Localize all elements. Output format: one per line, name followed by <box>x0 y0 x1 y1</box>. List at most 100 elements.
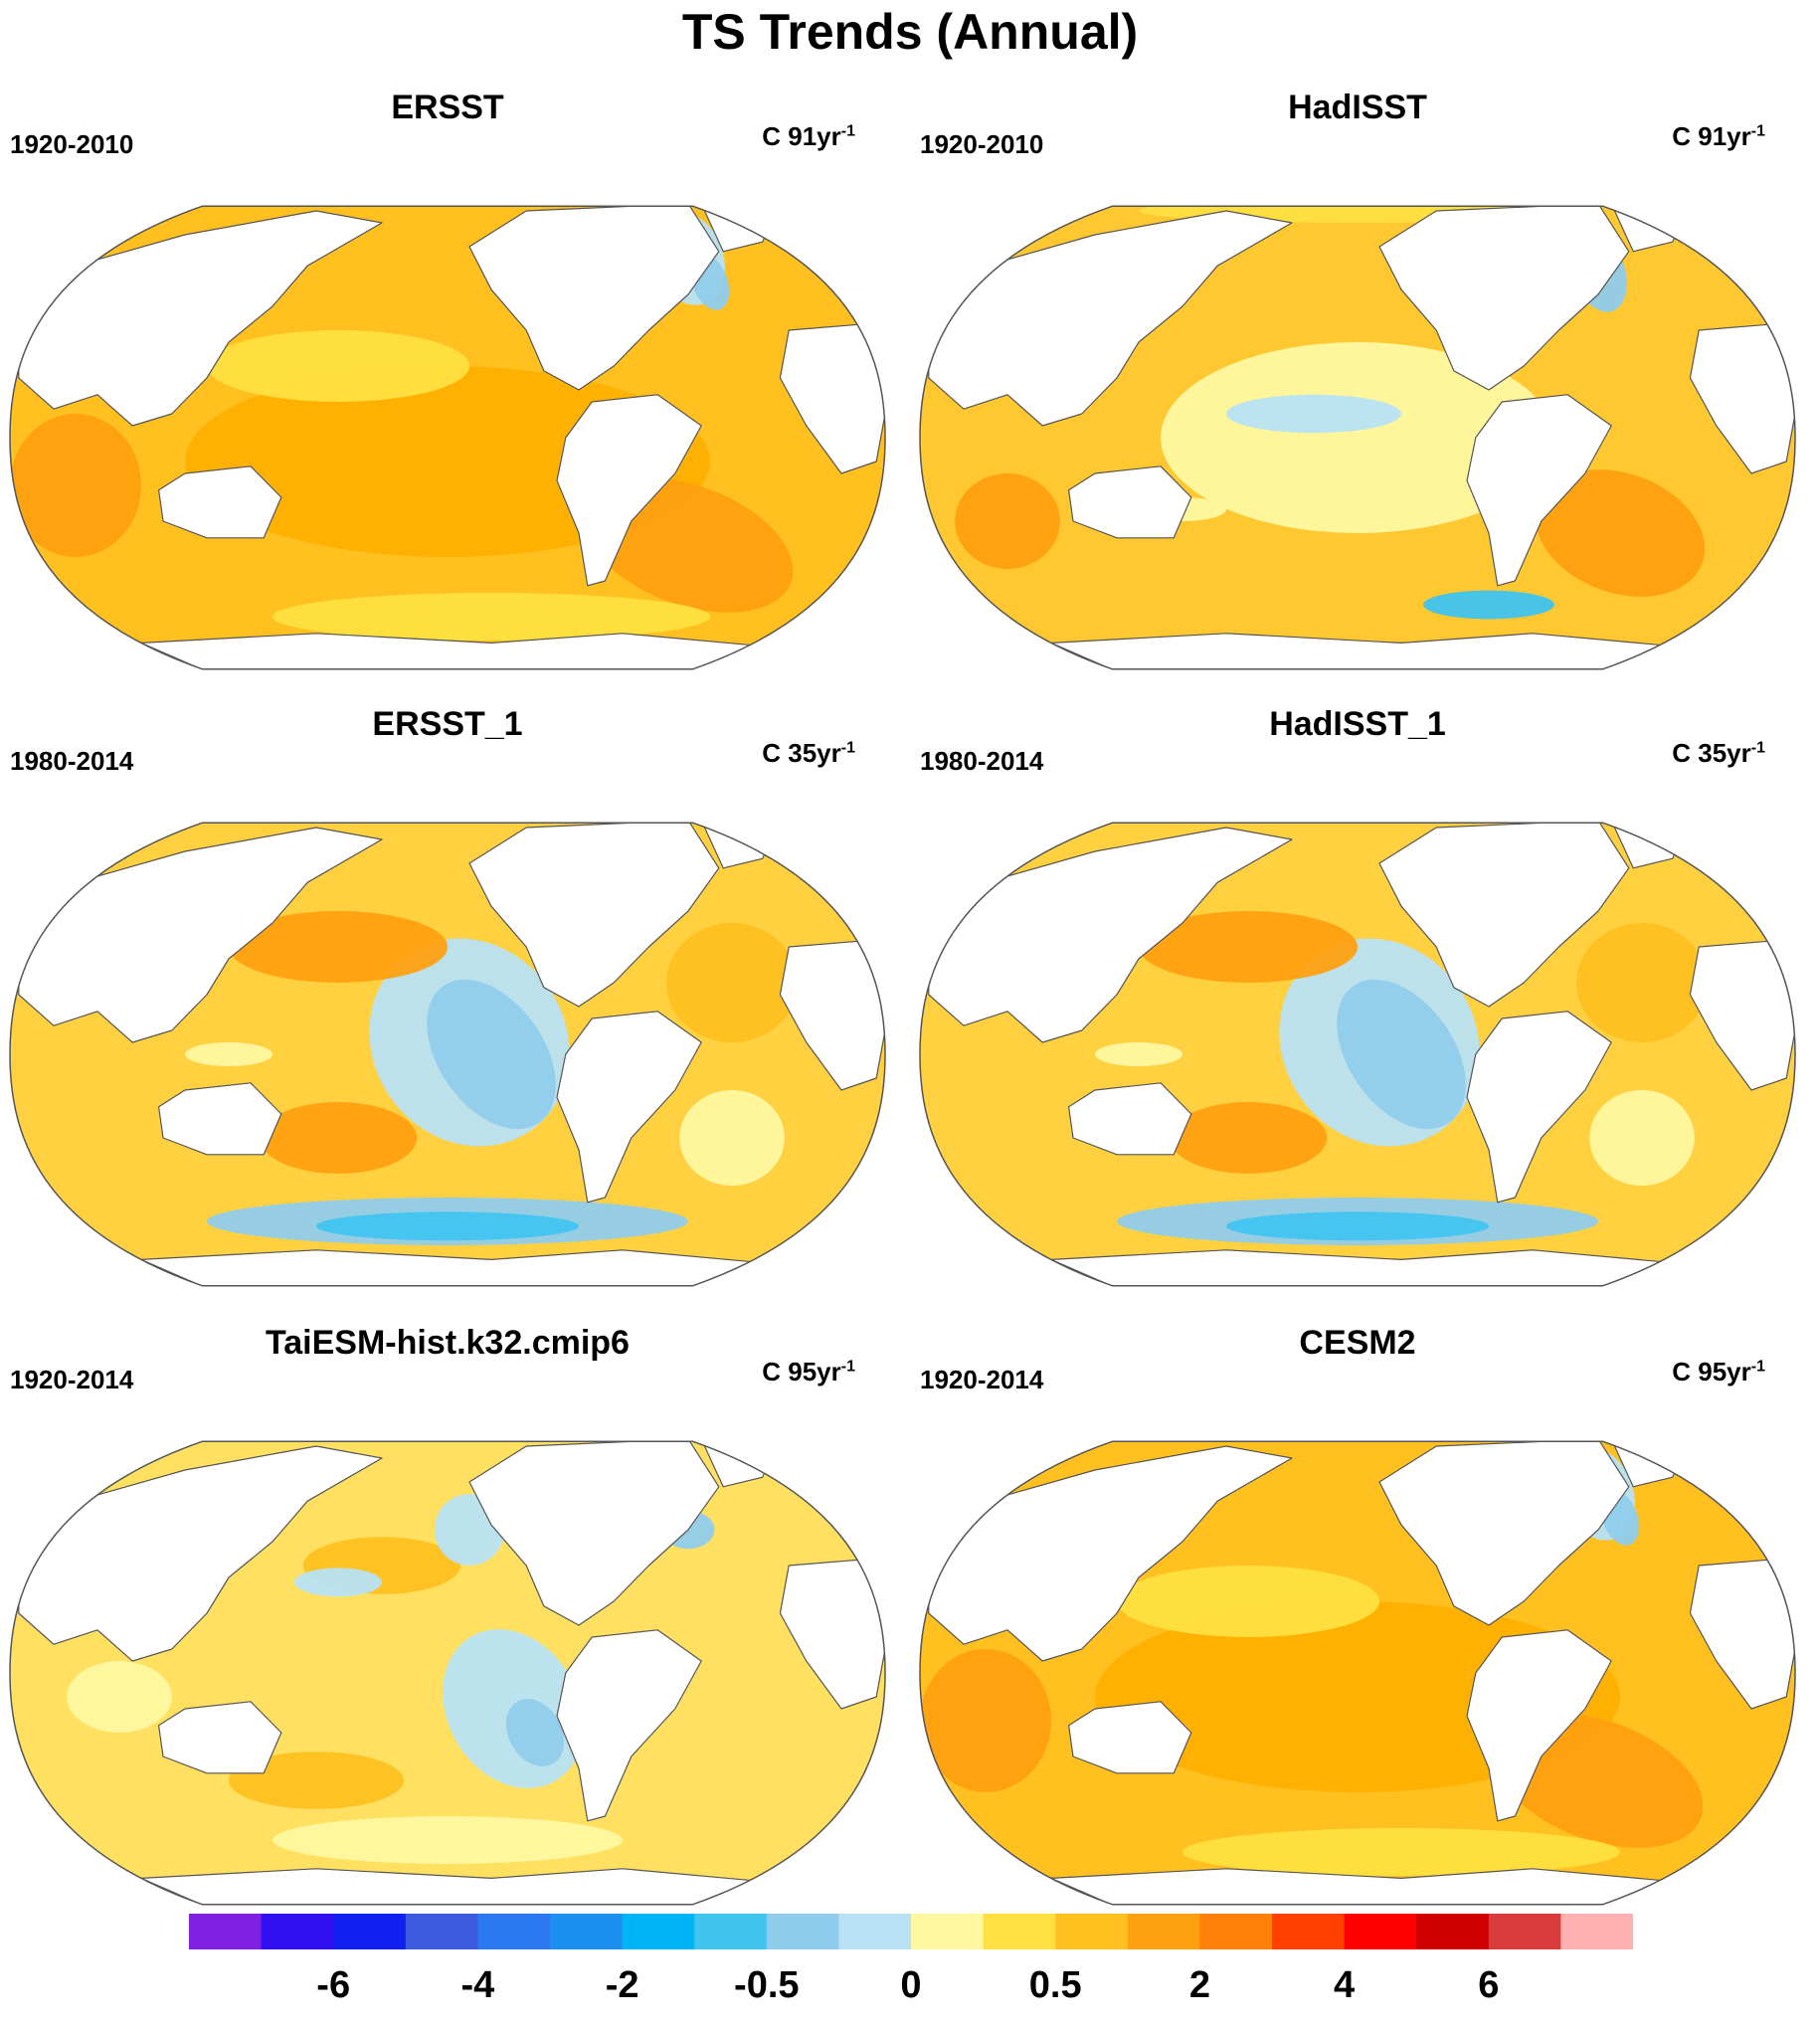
panel-title: HadISST <box>1288 89 1427 126</box>
land-australia <box>1068 1082 1192 1156</box>
land-namerica <box>468 823 720 1008</box>
anomaly-region <box>1139 911 1358 983</box>
anomaly-region <box>273 1816 623 1864</box>
land-namerica <box>468 1441 720 1626</box>
land-antarctica <box>1050 1868 1665 1905</box>
land-samerica <box>1466 1629 1612 1822</box>
anomaly-region <box>294 1568 382 1597</box>
colorbar-segment <box>1416 1914 1490 1949</box>
land-australia <box>158 465 282 539</box>
colorbar-segment <box>189 1914 263 1949</box>
robinson-map <box>9 822 886 1287</box>
map-outline <box>9 205 886 670</box>
colorbar-segment <box>477 1914 551 1949</box>
colorbar-segment <box>1272 1914 1346 1949</box>
land-australia <box>1068 1701 1192 1774</box>
period-label: 1980-2014 <box>10 746 134 776</box>
land-namerica <box>468 206 720 391</box>
land-asia <box>18 827 383 1043</box>
robinson-map <box>919 1440 1796 1906</box>
land-asia <box>18 210 383 427</box>
colorbar-segment <box>405 1914 478 1949</box>
land-antarctica <box>140 1249 755 1286</box>
panel-cesm2: CESM2 1920-2014 C 95yr-1 <box>910 1323 1805 1906</box>
map-outline <box>919 1440 1796 1906</box>
land-antarctica <box>1050 633 1665 669</box>
colorbar-tick-label: 2 <box>1188 1964 1210 2006</box>
anomaly-region <box>1095 1042 1183 1066</box>
anomaly-region <box>1161 342 1554 533</box>
units-label: C 95yr-1 <box>762 1357 855 1386</box>
land-asia <box>928 210 1293 427</box>
land-antarctica <box>1050 1249 1665 1286</box>
anomaly-region <box>185 1042 273 1066</box>
anomaly-region <box>1226 1211 1489 1241</box>
land-australia <box>1068 465 1192 539</box>
units-label: C 35yr-1 <box>1672 738 1765 768</box>
colorbar-segment <box>1127 1914 1200 1949</box>
robinson-map <box>919 205 1796 670</box>
anomaly-region <box>1117 1566 1379 1637</box>
panel-title: TaiESM-hist.k32.cmip6 <box>266 1324 630 1362</box>
panel-ersst-1: ERSST_1 1980-2014 C 35yr-1 <box>0 704 895 1287</box>
colorbar-segment <box>1488 1914 1561 1949</box>
anomaly-region <box>207 330 469 402</box>
land-australia <box>158 1082 282 1156</box>
colorbar-segment <box>622 1914 695 1949</box>
colorbar-segment <box>1055 1914 1129 1949</box>
colorbar-tick-label: -6 <box>316 1964 351 2006</box>
map-outline <box>9 822 886 1287</box>
anomaly-region <box>273 593 710 641</box>
colorbar-tick-label: -4 <box>460 1964 495 2006</box>
land-asia <box>928 827 1293 1043</box>
anomaly-region <box>920 1649 1051 1792</box>
colorbar-segment <box>1560 1914 1633 1949</box>
land-asia <box>928 1445 1293 1662</box>
anomaly-region <box>1169 1102 1328 1174</box>
panel-title: ERSST <box>391 89 504 126</box>
period-label: 1920-2014 <box>920 1365 1044 1394</box>
land-asia <box>18 1445 383 1662</box>
anomaly-region <box>229 911 448 983</box>
colorbar-segment <box>983 1914 1056 1949</box>
panel-hadisst: HadISST 1920-2010 C 91yr-1 <box>910 88 1805 670</box>
land-samerica <box>1466 1011 1612 1203</box>
units-label: C 95yr-1 <box>1672 1357 1765 1386</box>
map-outline <box>9 1440 886 1906</box>
units-label: C 91yr-1 <box>1672 121 1765 151</box>
anomaly-region <box>67 1661 172 1733</box>
colorbar-segment <box>550 1914 624 1949</box>
units-label: C 91yr-1 <box>762 121 855 151</box>
colorbar-segment <box>694 1914 768 1949</box>
colorbar-segment <box>1199 1914 1273 1949</box>
period-label: 1920-2010 <box>10 129 134 159</box>
anomaly-region <box>316 1211 579 1241</box>
colorbar-tick-label: 0 <box>900 1964 922 2006</box>
land-namerica <box>1378 1441 1630 1626</box>
panel-hadisst-1: HadISST_1 1980-2014 C 35yr-1 <box>910 704 1805 1287</box>
land-antarctica <box>140 1868 755 1905</box>
land-namerica <box>1378 206 1630 391</box>
anomaly-region <box>1576 923 1708 1042</box>
anomaly-region <box>229 1752 404 1809</box>
colorbar-segment <box>766 1914 839 1949</box>
robinson-map <box>9 205 886 670</box>
anomaly-region <box>666 923 798 1042</box>
land-antarctica <box>140 633 755 669</box>
map-outline <box>919 205 1796 670</box>
panel-title: CESM2 <box>1299 1324 1416 1362</box>
period-label: 1920-2010 <box>920 129 1044 159</box>
colorbar-segment <box>261 1914 334 1949</box>
land-samerica <box>556 1629 702 1822</box>
robinson-map <box>9 1440 886 1906</box>
panel-title: ERSST_1 <box>372 705 523 743</box>
land-samerica <box>1466 394 1612 587</box>
land-australia <box>158 1701 282 1774</box>
anomaly-region <box>679 1090 785 1186</box>
colorbar-tick-label: -0.5 <box>734 1964 800 2006</box>
land-samerica <box>556 394 702 587</box>
land-namerica <box>1378 823 1630 1008</box>
anomaly-region <box>1183 1828 1620 1876</box>
colorbar-tick-label: -2 <box>605 1964 639 2006</box>
land-samerica <box>556 1011 702 1203</box>
